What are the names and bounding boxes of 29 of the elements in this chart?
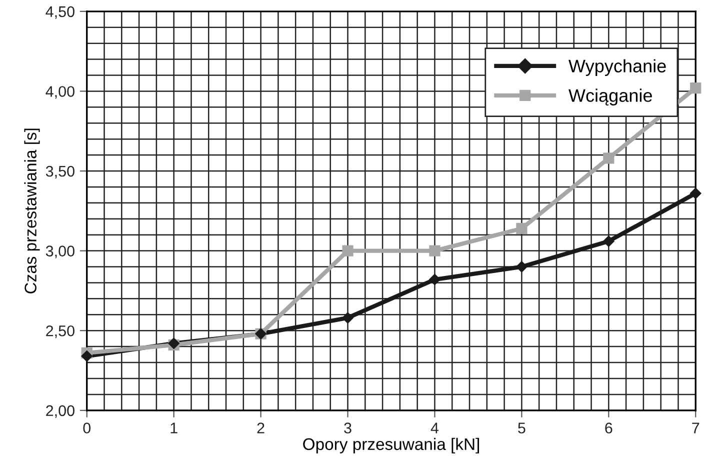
y-tick-label: 4,00 (46, 86, 74, 99)
point (342, 245, 354, 256)
y-tick-label: 2,00 (46, 405, 74, 418)
x-tick-label: 6 (605, 422, 612, 434)
y-tick-label: 3,50 (46, 166, 74, 178)
y-tick-label: 3,00 (46, 246, 74, 258)
point (516, 261, 528, 272)
y-axis-title: Czas przestawiania [s] (24, 128, 40, 294)
x-axis-title: Opory przesuwania [kN] (303, 438, 479, 454)
x-tick-label: 4 (430, 422, 439, 434)
legend-label: Wciąganie (568, 88, 652, 106)
x-tick-label: 1 (170, 422, 178, 434)
point (81, 350, 92, 362)
x-tick-label: 3 (344, 422, 352, 434)
point (603, 152, 614, 164)
point (429, 245, 440, 256)
point (429, 274, 440, 286)
legend-label: Wypychanie (568, 59, 666, 76)
x-tick-label: 5 (518, 422, 526, 434)
x-tick-label: 0 (83, 422, 91, 434)
point (516, 222, 528, 234)
x-tick-label: 7 (692, 422, 700, 434)
point (690, 82, 702, 94)
point (342, 312, 354, 324)
point (690, 188, 702, 199)
point (603, 236, 614, 247)
y-tick-label: 4,50 (46, 6, 74, 19)
x-tick-label: 2 (257, 422, 264, 434)
y-tick-label: 2,50 (46, 325, 74, 338)
